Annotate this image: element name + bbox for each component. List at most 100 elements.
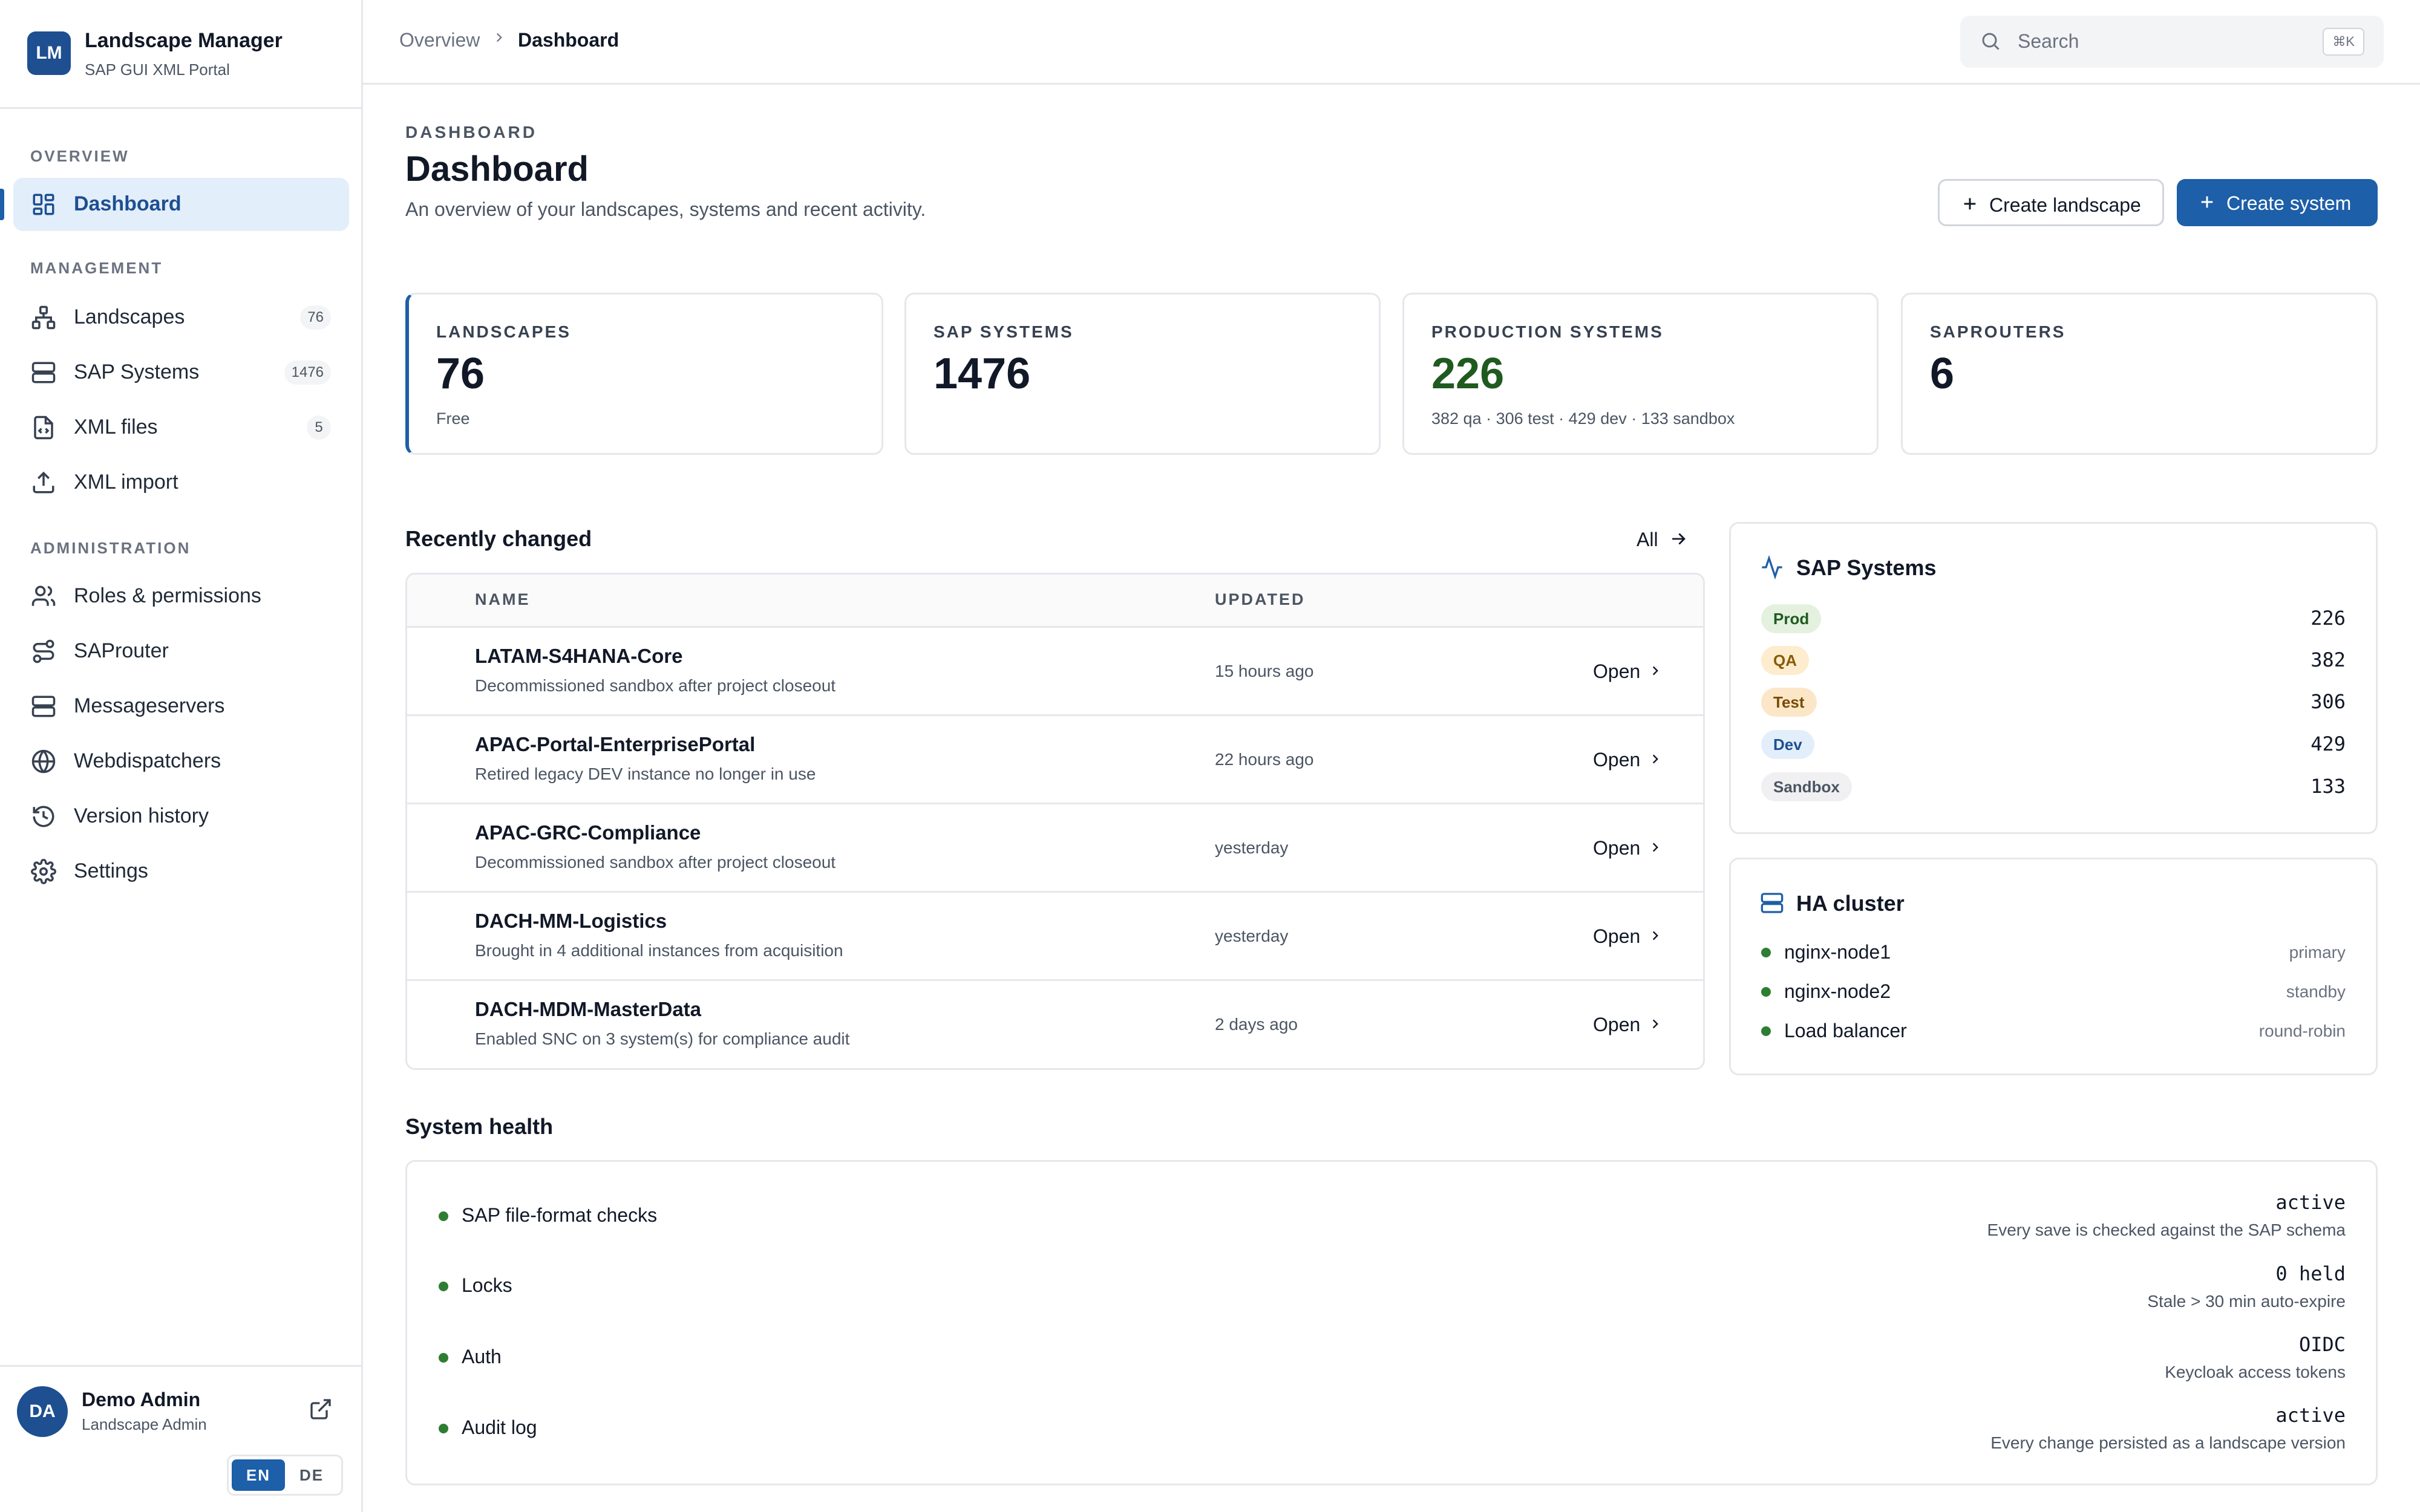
sidebar-item-settings[interactable]: Settings (13, 845, 349, 898)
plus-icon (2197, 192, 2218, 213)
sidebar-item-version-history[interactable]: Version history (13, 790, 349, 843)
sidebar-item-dashboard[interactable]: Dashboard (0, 178, 349, 231)
sidebar-item-sap-systems[interactable]: SAP Systems 1476 (13, 346, 349, 399)
env-count: 429 (2310, 732, 2346, 755)
status-dot (439, 1424, 448, 1433)
language-option-de[interactable]: DE (299, 1465, 324, 1484)
nav-section-overview: OVERVIEW (30, 147, 129, 165)
sidebar-item-xml-files[interactable]: XML files 5 (13, 401, 349, 454)
card-title: SAP Systems (1796, 555, 1937, 580)
table-row[interactable]: DACH-MDM-MasterData Enabled SNC on 3 sys… (407, 981, 1703, 1068)
env-badge-sandbox: Sandbox (1761, 772, 1852, 801)
brand-logo: LM (27, 31, 71, 75)
brand-header: LM Landscape Manager SAP GUI XML Portal (0, 0, 361, 109)
chevron-right-icon (1647, 662, 1664, 681)
stat-label: SAP SYSTEMS (934, 322, 1074, 341)
env-count: 226 (2310, 607, 2346, 630)
stat-card-landscapes[interactable]: LANDSCAPES 76 Free (405, 293, 883, 455)
sidebar-item-label: Version history (74, 804, 209, 827)
activity-icon (1760, 555, 1785, 581)
gear-icon (30, 858, 57, 885)
plus-icon (1960, 194, 1981, 215)
open-link[interactable]: Open (1593, 837, 1641, 859)
node-role: standby (2286, 982, 2346, 1001)
stat-label: SAPROUTERS (1930, 322, 2066, 341)
table-row[interactable]: APAC-Portal-EnterprisePortal Retired leg… (407, 716, 1703, 804)
table-row[interactable]: DACH-MM-Logistics Brought in 4 additiona… (407, 893, 1703, 981)
row-name: LATAM-S4HANA-Core (475, 645, 683, 667)
user-panel: DA Demo Admin Landscape Admin EN DE (0, 1365, 361, 1512)
health-item-value: active (2275, 1191, 2346, 1214)
health-item-note: Keycloak access tokens (2165, 1363, 2346, 1381)
node-name: nginx-node1 (1784, 941, 1891, 963)
row-description: Decommissioned sandbox after project clo… (475, 853, 836, 872)
page-description: An overview of your landscapes, systems … (405, 198, 926, 220)
sidebar-item-xml-import[interactable]: XML import (13, 456, 349, 509)
count-badge: 5 (307, 415, 331, 440)
table-row[interactable]: APAC-GRC-Compliance Decommissioned sandb… (407, 804, 1703, 893)
page-eyebrow: DASHBOARD (405, 123, 537, 142)
recent-changes-table: NAME UPDATED LATAM-S4HANA-Core Decommiss… (405, 573, 1705, 1070)
sidebar-item-saprouter[interactable]: SAProuter (13, 625, 349, 678)
status-dot (1761, 1026, 1771, 1036)
health-item-name: Locks (462, 1274, 512, 1296)
route-icon (30, 638, 57, 665)
row-updated: yesterday (1215, 838, 1289, 857)
row-updated: 2 days ago (1215, 1015, 1298, 1034)
sidebar-item-label: Messageservers (74, 694, 225, 717)
breadcrumb-overview[interactable]: Overview (399, 29, 480, 51)
nav-section-management: MANAGEMENT (30, 259, 163, 277)
row-description: Decommissioned sandbox after project clo… (475, 676, 836, 695)
avatar: DA (17, 1386, 68, 1437)
chevron-right-icon (491, 27, 509, 51)
language-option-en[interactable]: EN (232, 1459, 285, 1491)
health-item-value: 0 held (2275, 1262, 2346, 1285)
env-count: 306 (2310, 690, 2346, 713)
row-updated: 15 hours ago (1215, 662, 1314, 680)
server-icon (30, 359, 57, 386)
keyboard-shortcut: ⌘K (2323, 28, 2364, 56)
ha-cluster-card: HA cluster nginx-node1 primary nginx-nod… (1729, 858, 2378, 1075)
dashboard-icon (30, 191, 57, 218)
status-dot (439, 1353, 448, 1363)
open-link[interactable]: Open (1593, 1014, 1641, 1035)
all-link[interactable]: All (1637, 529, 1658, 550)
open-link[interactable]: Open (1593, 660, 1641, 682)
create-system-button[interactable]: Create system (2177, 179, 2378, 226)
external-link-icon[interactable] (309, 1397, 335, 1424)
stat-card-sap-systems[interactable]: SAP SYSTEMS 1476 (904, 293, 1381, 455)
sidebar-item-roles-permissions[interactable]: Roles & permissions (13, 570, 349, 623)
table-header: NAME UPDATED (407, 575, 1703, 628)
server-icon (1760, 891, 1785, 916)
stat-value: 226 (1431, 350, 1505, 398)
row-name: DACH-MM-Logistics (475, 910, 667, 932)
open-link[interactable]: Open (1593, 749, 1641, 771)
column-header-updated: UPDATED (1215, 590, 1306, 608)
sidebar-item-landscapes[interactable]: Landscapes 76 (13, 291, 349, 344)
arrow-right-icon[interactable] (1668, 529, 1690, 550)
system-health-panel: SAP file-format checks active Every save… (405, 1160, 2378, 1485)
chevron-right-icon (1647, 1015, 1664, 1034)
env-badge-qa: QA (1761, 646, 1809, 675)
stat-card-production-systems[interactable]: PRODUCTION SYSTEMS 226 382 qa · 306 test… (1402, 293, 1879, 455)
upload-icon (30, 469, 57, 496)
stat-card-saprouters[interactable]: SAPROUTERS 6 (1901, 293, 2378, 455)
status-dot (439, 1282, 448, 1291)
stat-label: LANDSCAPES (436, 322, 571, 341)
history-icon (30, 803, 57, 830)
search-input[interactable]: Search ⌘K (1960, 16, 2384, 68)
row-name: DACH-MDM-MasterData (475, 998, 702, 1020)
column-header-name: NAME (475, 590, 531, 608)
sidebar-item-messageservers[interactable]: Messageservers (13, 680, 349, 733)
breadcrumb-current: Dashboard (518, 29, 620, 51)
open-link[interactable]: Open (1593, 925, 1641, 947)
count-badge: 76 (300, 305, 331, 330)
user-role: Landscape Admin (82, 1415, 207, 1433)
sidebar-item-webdispatchers[interactable]: Webdispatchers (13, 735, 349, 788)
health-item-note: Stale > 30 min auto-expire (2147, 1292, 2346, 1311)
health-item-value: active (2275, 1404, 2346, 1427)
search-placeholder: Search (2018, 30, 2079, 52)
create-landscape-button[interactable]: Create landscape (1938, 179, 2164, 226)
card-title: HA cluster (1796, 891, 1905, 916)
table-row[interactable]: LATAM-S4HANA-Core Decommissioned sandbox… (407, 628, 1703, 716)
